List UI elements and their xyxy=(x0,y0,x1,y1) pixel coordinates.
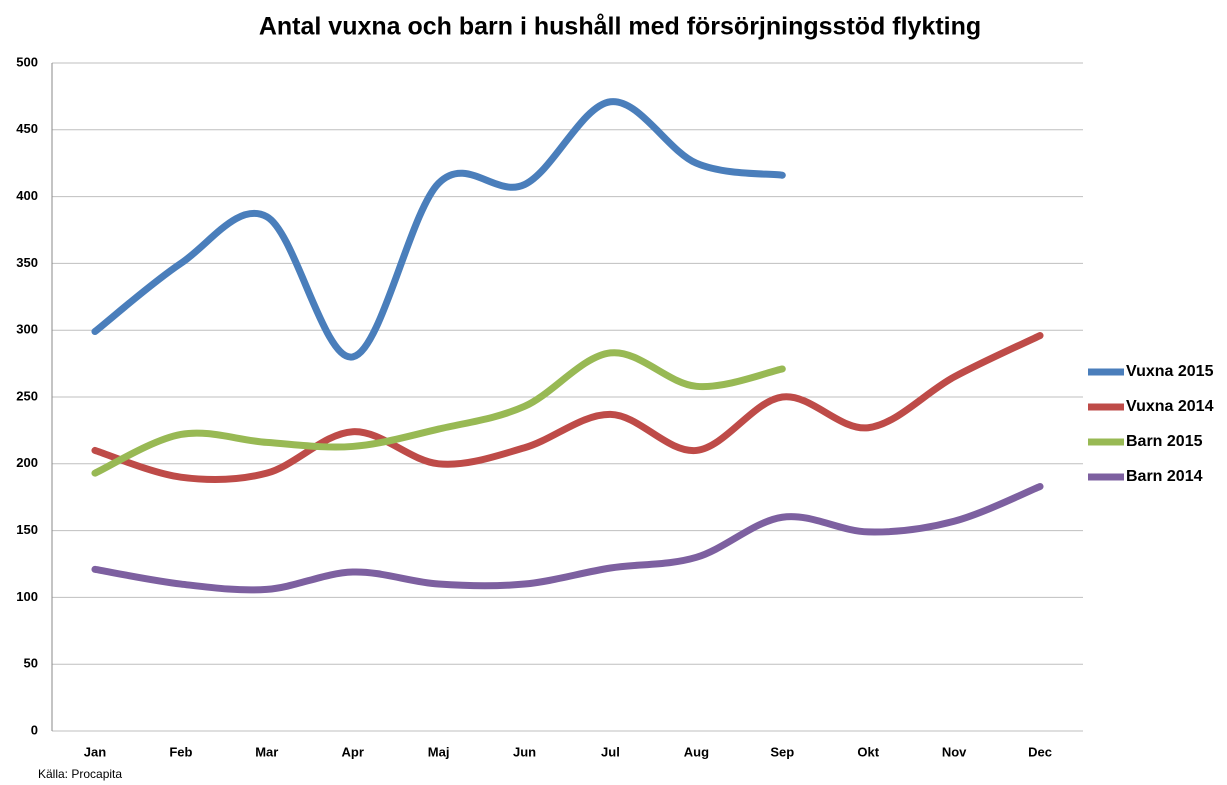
y-tick-label: 250 xyxy=(16,388,38,403)
y-tick-label: 450 xyxy=(16,121,38,136)
x-tick-label: Okt xyxy=(857,744,879,759)
x-tick-label: Jan xyxy=(84,744,106,759)
legend-label: Barn 2015 xyxy=(1126,433,1203,450)
series-line xyxy=(91,98,786,361)
series-line xyxy=(91,349,786,477)
y-tick-label: 300 xyxy=(16,322,38,337)
x-tick-label: Feb xyxy=(169,744,192,759)
y-tick-label: 50 xyxy=(24,656,38,671)
x-tick-label: Mar xyxy=(255,744,278,759)
y-tick-label: 200 xyxy=(16,455,38,470)
x-tick-label: Apr xyxy=(342,744,364,759)
x-tick-label: Sep xyxy=(770,744,794,759)
y-tick-label: 500 xyxy=(16,54,38,69)
chart-title: Antal vuxna och barn i hushåll med försö… xyxy=(259,13,981,41)
x-tick-label: Jun xyxy=(513,744,536,759)
legend-label: Barn 2014 xyxy=(1126,468,1203,485)
y-tick-label: 350 xyxy=(16,255,38,270)
y-tick-label: 0 xyxy=(31,722,38,737)
source-note: Källa: Procapita xyxy=(38,767,122,781)
y-tick-label: 100 xyxy=(16,589,38,604)
x-tick-label: Nov xyxy=(942,744,967,759)
legend-label: Vuxna 2015 xyxy=(1126,363,1214,380)
x-tick-label: Jul xyxy=(601,744,620,759)
x-tick-label: Aug xyxy=(684,744,709,759)
series-line xyxy=(91,332,1044,484)
x-tick-label: Dec xyxy=(1028,744,1052,759)
y-tick-label: 150 xyxy=(16,522,38,537)
legend-label: Vuxna 2014 xyxy=(1126,398,1214,415)
x-tick-label: Maj xyxy=(428,744,450,759)
y-tick-label: 400 xyxy=(16,188,38,203)
series-line xyxy=(91,483,1044,594)
